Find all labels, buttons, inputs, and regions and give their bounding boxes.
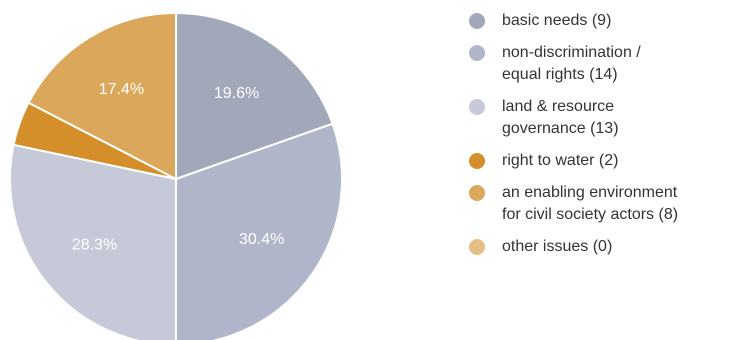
legend-item[interactable]: non-discrimination / equal rights (14) [469,42,750,86]
pie-slices [9,11,343,340]
legend-swatch-icon [469,99,485,115]
legend-swatch-icon [469,13,485,29]
legend-swatch-icon [469,45,485,61]
legend-label: non-discrimination / [502,44,641,61]
pie-slice-labels: 19.6% 30.4% 28.3% 17.4% [72,81,285,254]
pie-slice [27,11,177,181]
chart-legend: basic needs (9) non-discrimination / equal… [469,10,750,268]
pie-slice [9,143,177,340]
legend-label: other issues (0) [502,238,613,255]
legend-label: right to water (2) [502,152,619,169]
slice-value-label: 19.6% [214,85,259,102]
legend-label: for civil society actors (8) [502,206,679,223]
legend-swatch-icon [469,153,485,169]
slice-value-label: 28.3% [72,237,117,254]
legend-swatch-icon [469,185,485,201]
legend-label: an enabling environment [502,184,678,201]
legend-label: basic needs (9) [502,12,612,29]
legend-label: land & resource [502,98,615,115]
pie-slice [175,122,343,340]
legend-item[interactable]: land & resource governance (13) [469,96,750,140]
legend-swatch-icon [469,239,485,255]
legend-item[interactable]: right to water (2) [469,150,750,172]
slice-value-label: 17.4% [99,81,144,98]
legend-label: governance (13) [502,120,619,137]
legend-label: equal rights (14) [502,66,618,83]
legend-item[interactable]: an enabling environment for civil society… [469,182,750,226]
legend-item[interactable]: basic needs (9) [469,10,750,32]
slice-value-label: 30.4% [239,231,284,248]
legend-item[interactable]: other issues (0) [469,236,750,258]
